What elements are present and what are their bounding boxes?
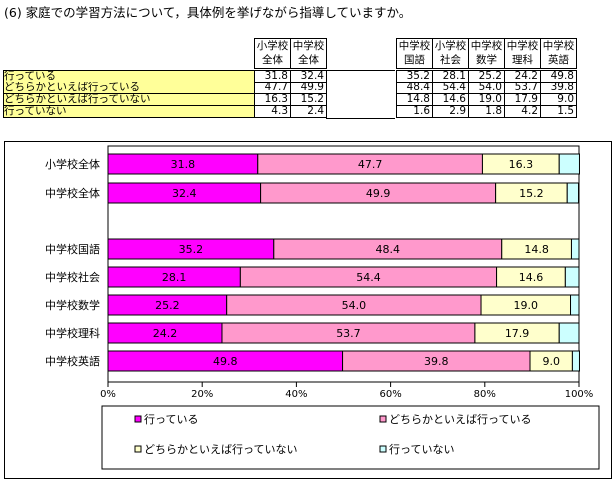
x-tick-label: 40% [285, 389, 307, 400]
bar-segment [570, 238, 580, 260]
table-header-line1: 中学校 [398, 40, 431, 52]
table-header-3: 小学校 社会 [432, 38, 469, 69]
category-label: 中学校英語 [45, 354, 100, 368]
table-header-line1: 小学校 [434, 40, 467, 52]
table-row-label: 行っていない [3, 106, 255, 118]
data-label: 32.4 [172, 187, 197, 200]
category-label: 中学校国語 [45, 242, 100, 256]
legend-swatch [134, 445, 142, 453]
legend-swatch [379, 415, 387, 423]
legend-label: 行っていない [389, 443, 454, 456]
x-tick-label: 100% [565, 389, 594, 400]
legend-swatch [134, 415, 142, 423]
table-cell: 9.0 [540, 94, 577, 106]
data-label: 16.3 [509, 158, 534, 171]
table-row-label: どちらかといえば行っていない [3, 94, 255, 106]
data-label: 54.4 [356, 271, 381, 284]
table-header-line2: 理科 [512, 54, 533, 66]
data-label: 39.8 [424, 355, 449, 368]
chart-frame: 小学校全体 31.8 47.7 16.3 中学校全体 32.4 49.9 15.2 中学校国語 3… [4, 141, 612, 479]
data-label: 25.2 [155, 299, 180, 312]
data-label: 49.9 [366, 187, 391, 200]
table-cell: 49.9 [290, 82, 327, 94]
data-label: 24.2 [153, 327, 178, 340]
table-header-line2: 国語 [404, 54, 425, 66]
category-label: 中学校数学 [45, 298, 100, 312]
data-label: 15.2 [519, 187, 544, 200]
table-header-2: 中学校 国語 [396, 38, 433, 69]
data-label: 35.2 [179, 243, 204, 256]
table-cell: 1.8 [468, 106, 505, 118]
table-header-line1: 中学校 [292, 40, 325, 52]
data-label: 48.4 [376, 243, 401, 256]
data-label: 19.0 [514, 299, 539, 312]
legend-swatch [379, 445, 387, 453]
table-header-4: 中学校 数学 [468, 38, 505, 69]
x-tick-label: 0% [100, 389, 116, 400]
table-header-line2: 数学 [476, 54, 497, 66]
category-label: 中学校理科 [45, 326, 100, 340]
table-header-line1: 小学校 [256, 40, 289, 52]
table-cell: 4.2 [504, 106, 541, 118]
category-label: 中学校社会 [45, 270, 100, 284]
category-label: 小学校全体 [45, 157, 100, 171]
table-header-5: 中学校 理科 [504, 38, 541, 69]
table-header-line2: 全体 [262, 54, 283, 66]
table-header-6: 中学校 英語 [540, 38, 577, 69]
x-tick-label: 20% [191, 389, 213, 400]
table-cell: 39.8 [540, 82, 577, 94]
table-cell: 2.9 [432, 106, 469, 118]
table-cell: 4.3 [254, 106, 291, 118]
stacked-bar-chart: 小学校全体 31.8 47.7 16.3 中学校全体 32.4 49.9 15.2 中学校国語 3… [45, 145, 600, 470]
table-cell: 2.4 [290, 106, 327, 118]
table-cell: 1.6 [396, 106, 433, 118]
table-row-label: どちらかといえば行っている [3, 82, 255, 94]
table-cell: 49.8 [540, 70, 577, 83]
legend-label: 行っている [144, 413, 198, 426]
legend-label: どちらかといえば行っていない [144, 443, 297, 456]
data-label: 14.8 [524, 243, 549, 256]
table-header-line1: 中学校 [542, 40, 575, 52]
bar-segment [566, 182, 580, 204]
data-label: 31.8 [171, 158, 196, 171]
data-label: 9.0 [542, 355, 560, 368]
table-cell: 1.5 [540, 106, 577, 118]
table-header-line1: 中学校 [506, 40, 539, 52]
x-tick-label: 60% [379, 389, 401, 400]
legend [101, 405, 600, 470]
bar-segment [571, 350, 580, 372]
table-cell: 32.4 [290, 70, 327, 83]
data-label: 54.0 [342, 299, 367, 312]
table-header-line2: 英語 [548, 54, 569, 66]
bar-segment [564, 266, 580, 288]
data-label: 49.8 [213, 355, 238, 368]
table-header-0: 小学校 全体 [254, 38, 291, 69]
data-label: 53.7 [336, 327, 361, 340]
page-title: (6) 家庭での学習方法について，具体例を挙げながら指導していますか。 [4, 5, 412, 20]
bar-segment [558, 322, 580, 344]
data-label: 14.6 [519, 271, 544, 284]
table-header-line2: 社会 [440, 54, 461, 66]
category-label: 中学校全体 [45, 186, 100, 200]
table-header-line1: 中学校 [470, 40, 503, 52]
x-tick-label: 80% [474, 389, 496, 400]
bar-segment [570, 294, 580, 316]
table-header-line2: 全体 [298, 54, 319, 66]
bar-segment [558, 153, 580, 175]
data-label: 17.9 [505, 327, 530, 340]
table-cell: 15.2 [290, 94, 327, 106]
legend-label: どちらかといえば行っている [389, 413, 531, 426]
table-header-1: 中学校 全体 [290, 38, 327, 69]
plot-area [107, 145, 580, 383]
data-label: 28.1 [162, 271, 187, 284]
table-spacer [326, 70, 395, 119]
data-label: 47.7 [358, 158, 383, 171]
